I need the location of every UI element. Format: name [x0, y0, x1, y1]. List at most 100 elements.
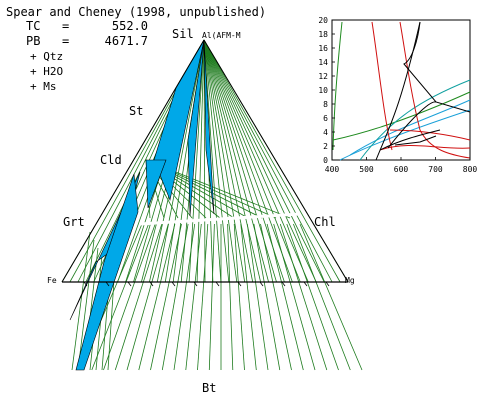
diagram-title: Spear and Cheney (1998, unpublished) — [6, 5, 266, 19]
tieline — [203, 39, 341, 283]
tieline — [246, 223, 269, 371]
inset-y-tick: 14 — [318, 58, 328, 67]
field-region — [75, 173, 139, 371]
phase-qtz: + Qtz — [30, 50, 63, 63]
inset-y-tick: 2 — [323, 142, 328, 151]
inset-curve — [332, 91, 471, 141]
label-mg: Mg — [345, 276, 355, 285]
tieline — [240, 223, 257, 371]
tieline — [203, 39, 254, 283]
chl-gap — [139, 212, 301, 226]
tieline — [156, 39, 205, 283]
inset-curve — [332, 21, 343, 151]
inset-y-tick: 12 — [318, 72, 328, 81]
tieline — [273, 223, 316, 371]
tieline — [203, 39, 269, 283]
base-tick — [281, 281, 286, 287]
tieline — [279, 223, 328, 371]
tieline — [203, 39, 285, 283]
tieline — [203, 39, 277, 283]
base-tick — [325, 281, 330, 287]
base-tick — [105, 281, 110, 287]
tieline — [196, 39, 205, 283]
label-cld: Cld — [100, 153, 122, 167]
inset-y-tick: 18 — [318, 30, 328, 39]
pb-label: PB — [26, 34, 40, 48]
inset-x-tick: 700 — [428, 165, 443, 174]
label-sil: Sil — [172, 27, 194, 41]
label-st: St — [129, 104, 143, 118]
inset-curve — [394, 135, 437, 146]
inset-y-axis: 0 2 4 6 8 10 12 14 16 18 20 — [318, 16, 335, 165]
pt-inset: 0 2 4 6 8 10 12 14 16 18 20 400 500 600 700 800 — [318, 16, 477, 174]
base-tick — [259, 281, 264, 287]
field-region — [203, 39, 215, 215]
tieline — [161, 223, 189, 371]
inset-curve — [359, 79, 471, 161]
inset-curve — [389, 129, 471, 141]
base-tick — [237, 281, 242, 287]
pb-value: 4671.7 — [105, 34, 148, 48]
tieline — [203, 39, 222, 283]
afm-frame — [61, 39, 349, 287]
tieline — [77, 239, 95, 371]
inset-y-tick: 10 — [318, 86, 328, 95]
tieline — [203, 39, 238, 283]
right-edge — [203, 39, 349, 283]
base-tick — [171, 281, 176, 287]
tieline — [203, 39, 206, 283]
tieline — [203, 39, 325, 283]
base-tick — [193, 281, 198, 287]
inset-y-tick: 16 — [318, 44, 328, 53]
tieline — [185, 223, 202, 371]
tieline — [173, 223, 196, 371]
tieline — [286, 223, 339, 371]
inset-frame — [331, 19, 471, 161]
inset-y-tick: 0 — [323, 156, 328, 165]
inset-curve — [379, 129, 441, 151]
tieline — [266, 223, 304, 371]
inset-curve — [339, 109, 471, 161]
inset-x-axis: 400 500 600 700 800 — [325, 157, 477, 174]
base-tick — [215, 281, 220, 287]
tieline — [188, 39, 205, 283]
three-phase-fields — [69, 39, 215, 371]
tieline — [203, 39, 333, 283]
inset-y-tick: 8 — [323, 100, 328, 109]
tieline — [203, 39, 230, 283]
afm-projection — [61, 39, 363, 371]
pb-equals: = — [62, 34, 69, 48]
tieline — [126, 223, 169, 371]
tieline — [203, 39, 301, 283]
inset-y-tick: 6 — [323, 114, 328, 123]
tieline — [260, 223, 292, 371]
tieline — [253, 223, 281, 371]
inset-x-tick: 400 — [325, 165, 340, 174]
inset-curve — [379, 145, 471, 151]
tieline — [150, 223, 182, 371]
base-tick — [83, 281, 88, 287]
tieline — [208, 223, 215, 371]
tieline — [107, 279, 115, 371]
label-bt: Bt — [202, 381, 216, 395]
tieline — [203, 39, 317, 283]
tieline — [203, 39, 261, 283]
tc-label: TC — [26, 19, 40, 33]
tieline — [203, 39, 246, 283]
inset-curve — [387, 101, 437, 149]
label-chl: Chl — [314, 215, 336, 229]
inset-x-tick: 600 — [394, 165, 409, 174]
inset-y-tick: 20 — [318, 16, 328, 25]
field-region — [145, 159, 167, 209]
tieline — [233, 223, 245, 371]
base-tick — [149, 281, 154, 287]
phase-h2o: + H2O — [30, 65, 63, 78]
tieline — [203, 39, 309, 283]
inset-curves — [332, 21, 471, 161]
label-fe: Fe — [47, 276, 57, 285]
label-grt: Grt — [63, 215, 85, 229]
tc-value: 552.0 — [112, 19, 148, 33]
base-tick — [127, 281, 132, 287]
tieline — [299, 223, 363, 371]
